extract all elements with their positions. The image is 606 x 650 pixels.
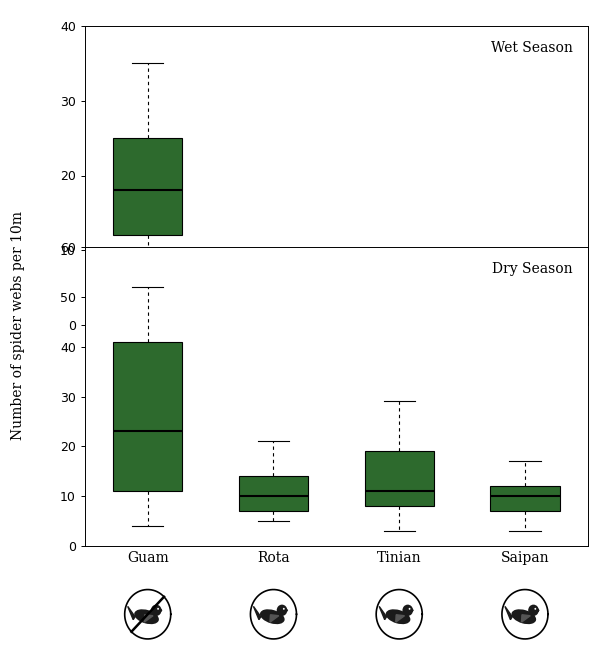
Polygon shape (253, 606, 261, 619)
Polygon shape (286, 609, 287, 612)
Polygon shape (270, 615, 279, 622)
Bar (239, 476, 308, 511)
Polygon shape (128, 606, 135, 619)
Bar (239, 319, 308, 325)
Circle shape (277, 604, 287, 616)
Polygon shape (161, 609, 162, 612)
Circle shape (151, 604, 162, 616)
Polygon shape (396, 615, 404, 622)
Circle shape (408, 608, 410, 610)
Bar (490, 322, 559, 325)
Polygon shape (522, 615, 530, 622)
Text: Number of spider webs per 10m: Number of spider webs per 10m (11, 211, 25, 439)
Ellipse shape (134, 609, 159, 624)
Bar (365, 451, 434, 506)
Polygon shape (379, 606, 387, 619)
Circle shape (157, 608, 159, 610)
Polygon shape (538, 609, 539, 612)
Polygon shape (505, 606, 512, 619)
Circle shape (534, 608, 536, 610)
Circle shape (528, 604, 539, 616)
Text: Dry Season: Dry Season (492, 262, 573, 276)
Bar (113, 342, 182, 491)
Circle shape (402, 604, 413, 616)
Ellipse shape (511, 609, 536, 624)
Ellipse shape (260, 609, 285, 624)
Text: Wet Season: Wet Season (491, 41, 573, 55)
Bar (490, 486, 559, 511)
Bar (365, 318, 434, 325)
Polygon shape (412, 609, 413, 612)
Polygon shape (144, 615, 153, 622)
Ellipse shape (385, 609, 410, 624)
Bar (113, 138, 182, 235)
Circle shape (283, 608, 285, 610)
